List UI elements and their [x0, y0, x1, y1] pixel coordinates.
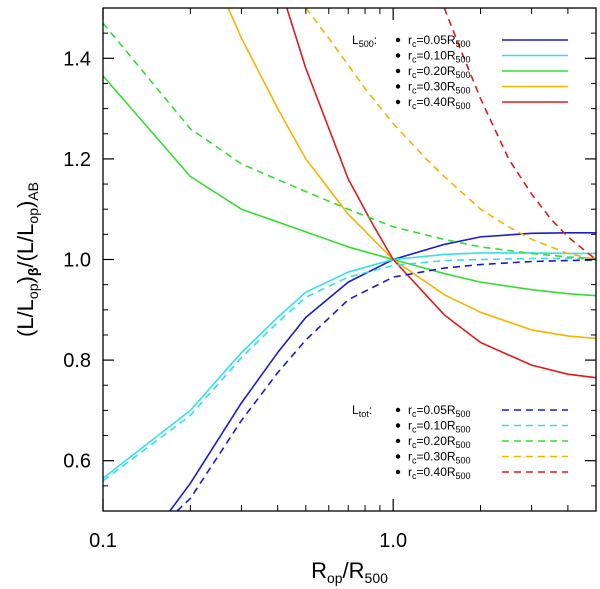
legend-bullet: [395, 37, 401, 43]
series-line-ltot-rc010: [103, 257, 596, 482]
legend-layer: L500: rc=0.05R500rc=0.10R500rc=0.20R500rc…: [352, 33, 568, 481]
legend-entry-label: rc=0.40R500: [408, 465, 471, 481]
legend-entry-label: rc=0.30R500: [408, 80, 471, 96]
series-line-ltot-rc020: [103, 22, 596, 260]
legend-bullet: [395, 438, 401, 444]
series-line-l500-rc010: [103, 252, 596, 479]
x-axis-title: Rop/R500: [311, 558, 388, 586]
y-tick-label: 0.6: [63, 451, 91, 473]
legend-top-right: L500: rc=0.05R500rc=0.10R500rc=0.20R500rc…: [352, 33, 568, 111]
legend-entry-label: rc=0.10R500: [408, 419, 471, 435]
legend-bullet: [395, 407, 401, 413]
y-tick-label: 0.8: [63, 350, 91, 372]
axis-titles: Rop/R500 (L/Lop)β/(L/Lop)AB: [13, 182, 388, 586]
series-line-ltot-rc005: [176, 259, 596, 511]
plot-frame: [102, 7, 597, 512]
legend-entry-label: rc=0.05R500: [408, 403, 471, 419]
series-line-ltot-rc030: [305, 8, 596, 261]
series-line-l500-rc040: [286, 8, 596, 379]
legend-heading: L500:: [352, 33, 377, 49]
legend-bullet: [395, 99, 401, 105]
ticks-layer: 0.6 0.8 1.0 1.2 1.4 0.1 1.0: [63, 7, 596, 552]
legend-bullet: [395, 53, 401, 58]
y-tick-label: 1.4: [63, 48, 91, 70]
y-axis-title: (L/Lop)β/(L/Lop)AB: [13, 182, 41, 337]
legend-bullet: [395, 68, 401, 74]
y-tick-label: 1.2: [63, 149, 91, 171]
legend-bullet: [395, 84, 401, 89]
legend-entry-label: rc=0.20R500: [408, 434, 471, 450]
legend-bullet: [395, 454, 401, 459]
x-tick-label: 1.0: [379, 530, 407, 552]
legend-bottom-right: Ltot: rc=0.05R500rc=0.10R500rc=0.20R500rc…: [352, 403, 568, 481]
series-line-l500-rc005: [169, 232, 596, 511]
legend-entry-label: rc=0.10R500: [408, 49, 471, 65]
series-line-ltot-rc040: [443, 8, 596, 261]
y-tick-label: 1.0: [63, 250, 91, 272]
legend-entry-label: rc=0.30R500: [408, 450, 471, 466]
legend-bullet: [395, 469, 401, 475]
legend-heading: Ltot:: [352, 403, 372, 419]
legend-entry-label: rc=0.40R500: [408, 95, 471, 111]
x-tick-label: 0.1: [89, 530, 117, 552]
legend-entry-label: rc=0.05R500: [408, 33, 471, 49]
series-line-l500-rc020: [103, 75, 596, 297]
legend-entry-label: rc=0.20R500: [408, 64, 471, 80]
series-layer: [103, 8, 596, 511]
legend-bullet: [395, 423, 401, 428]
